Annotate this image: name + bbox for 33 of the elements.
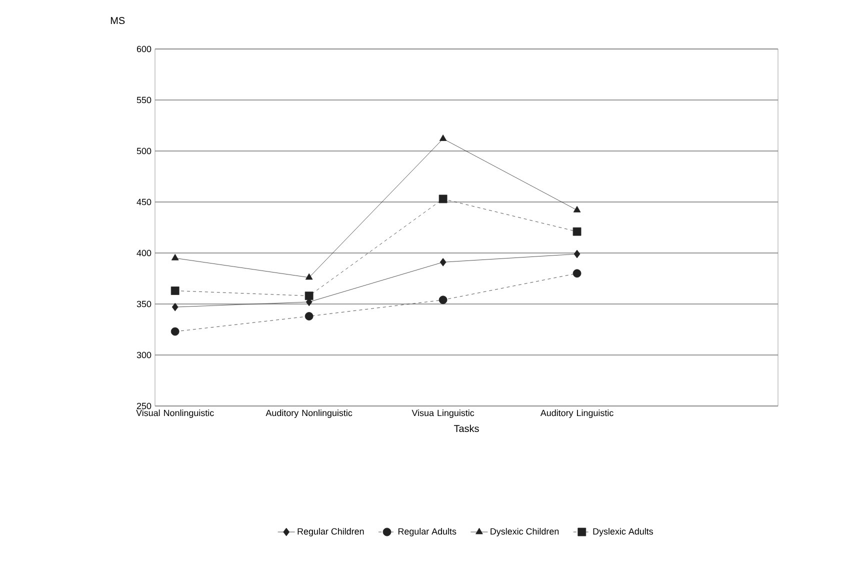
point	[304, 292, 314, 300]
x-tick-label: Visual Nonlinguistic	[136, 410, 214, 418]
point	[572, 227, 582, 236]
point	[574, 250, 580, 258]
legend-label: Dyslexic Children	[490, 528, 559, 536]
y-tick-label: 500	[136, 148, 152, 154]
legend-label: Dyslexic Adults	[593, 528, 654, 536]
y-tick-label: 400	[136, 250, 152, 256]
y-tick-label: 350	[136, 300, 152, 308]
y-tick-label: 250	[136, 402, 152, 410]
y-tick-label: 450	[136, 198, 152, 206]
point	[438, 296, 448, 304]
point	[304, 312, 314, 320]
point	[439, 134, 447, 141]
y-tick-label: 300	[136, 352, 152, 358]
point	[572, 269, 582, 278]
x-tick-label: Auditory Linguistic	[540, 410, 614, 418]
point	[170, 286, 180, 295]
point	[172, 302, 178, 312]
point	[170, 327, 180, 336]
y-tick-label: 600	[136, 46, 152, 52]
point	[440, 258, 446, 266]
y-axis-title: MS	[110, 17, 125, 24]
legend-label: Regular Children	[298, 528, 364, 536]
point	[573, 206, 581, 212]
x-tick-label: Auditory Nonlinguistic	[266, 410, 352, 418]
legend-label: Regular Adults	[398, 528, 456, 536]
x-axis-title: Tasks	[454, 424, 479, 432]
x-tick-label: Visua Linguistic	[412, 410, 474, 418]
point	[305, 273, 313, 280]
point	[438, 194, 448, 204]
point	[171, 254, 179, 260]
y-tick-label: 550	[136, 96, 152, 104]
